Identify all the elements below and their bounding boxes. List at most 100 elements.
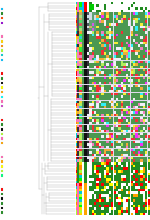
- Bar: [101, 210, 104, 213]
- Bar: [104, 2, 106, 4]
- Bar: [143, 141, 145, 143]
- Bar: [118, 175, 121, 178]
- Bar: [109, 202, 111, 205]
- Bar: [94, 47, 96, 50]
- Bar: [116, 125, 118, 127]
- Bar: [104, 175, 106, 178]
- Bar: [99, 77, 101, 79]
- Bar: [114, 194, 116, 196]
- Bar: [99, 197, 101, 199]
- Bar: [145, 63, 147, 66]
- Bar: [145, 42, 147, 44]
- Bar: [130, 47, 133, 50]
- Bar: [82, 138, 84, 140]
- Bar: [130, 20, 133, 23]
- Bar: [121, 77, 123, 79]
- Bar: [121, 53, 123, 55]
- Bar: [87, 157, 89, 159]
- Bar: [89, 28, 92, 31]
- Bar: [92, 173, 94, 175]
- Bar: [87, 15, 89, 18]
- Bar: [80, 2, 82, 4]
- Bar: [138, 170, 140, 172]
- Bar: [111, 178, 113, 181]
- Bar: [87, 47, 89, 50]
- Bar: [145, 154, 147, 156]
- Bar: [82, 7, 84, 10]
- Bar: [99, 20, 101, 23]
- Bar: [111, 149, 113, 151]
- Bar: [128, 183, 130, 186]
- Bar: [140, 117, 143, 119]
- Bar: [135, 74, 138, 76]
- Bar: [82, 143, 84, 146]
- Bar: [84, 202, 87, 205]
- Bar: [87, 165, 89, 167]
- Bar: [128, 7, 130, 10]
- Bar: [133, 34, 135, 36]
- Bar: [121, 95, 123, 98]
- Bar: [80, 28, 82, 31]
- Bar: [106, 189, 109, 191]
- Bar: [84, 103, 87, 106]
- Bar: [75, 181, 77, 183]
- Bar: [87, 183, 89, 186]
- Bar: [135, 141, 138, 143]
- Bar: [106, 2, 109, 4]
- Bar: [92, 37, 94, 39]
- Bar: [82, 13, 84, 15]
- Bar: [84, 125, 87, 127]
- Bar: [140, 55, 143, 58]
- Bar: [126, 84, 128, 87]
- Bar: [84, 26, 87, 28]
- Bar: [99, 183, 101, 186]
- Bar: [106, 173, 109, 175]
- Bar: [135, 205, 138, 207]
- Bar: [114, 47, 116, 50]
- Bar: [101, 74, 104, 76]
- Bar: [145, 23, 147, 26]
- Bar: [130, 58, 133, 60]
- Bar: [116, 210, 118, 213]
- Bar: [130, 127, 133, 130]
- Bar: [106, 13, 109, 15]
- Bar: [143, 205, 145, 207]
- Bar: [0, 12, 3, 15]
- Bar: [148, 175, 150, 178]
- Bar: [104, 95, 106, 98]
- Bar: [140, 183, 143, 186]
- Bar: [126, 77, 128, 79]
- Bar: [121, 2, 123, 4]
- Bar: [106, 90, 109, 92]
- Bar: [143, 34, 145, 36]
- Bar: [118, 189, 121, 191]
- Bar: [96, 143, 99, 146]
- Bar: [111, 71, 113, 74]
- Bar: [128, 55, 130, 58]
- Bar: [133, 159, 135, 162]
- Bar: [99, 205, 101, 207]
- Bar: [109, 207, 111, 210]
- Bar: [84, 50, 87, 52]
- Bar: [140, 20, 143, 23]
- Bar: [89, 143, 92, 146]
- Bar: [104, 106, 106, 108]
- Bar: [89, 42, 92, 44]
- Bar: [109, 125, 111, 127]
- Bar: [0, 165, 3, 168]
- Bar: [111, 194, 113, 196]
- Bar: [126, 202, 128, 205]
- Bar: [80, 141, 82, 143]
- Bar: [128, 122, 130, 125]
- Bar: [114, 181, 116, 183]
- Bar: [92, 207, 94, 210]
- Bar: [135, 170, 138, 172]
- Bar: [109, 213, 111, 215]
- Bar: [128, 84, 130, 87]
- Bar: [133, 178, 135, 181]
- Bar: [109, 154, 111, 156]
- Bar: [116, 77, 118, 79]
- Bar: [104, 183, 106, 186]
- Bar: [138, 77, 140, 79]
- Bar: [140, 84, 143, 87]
